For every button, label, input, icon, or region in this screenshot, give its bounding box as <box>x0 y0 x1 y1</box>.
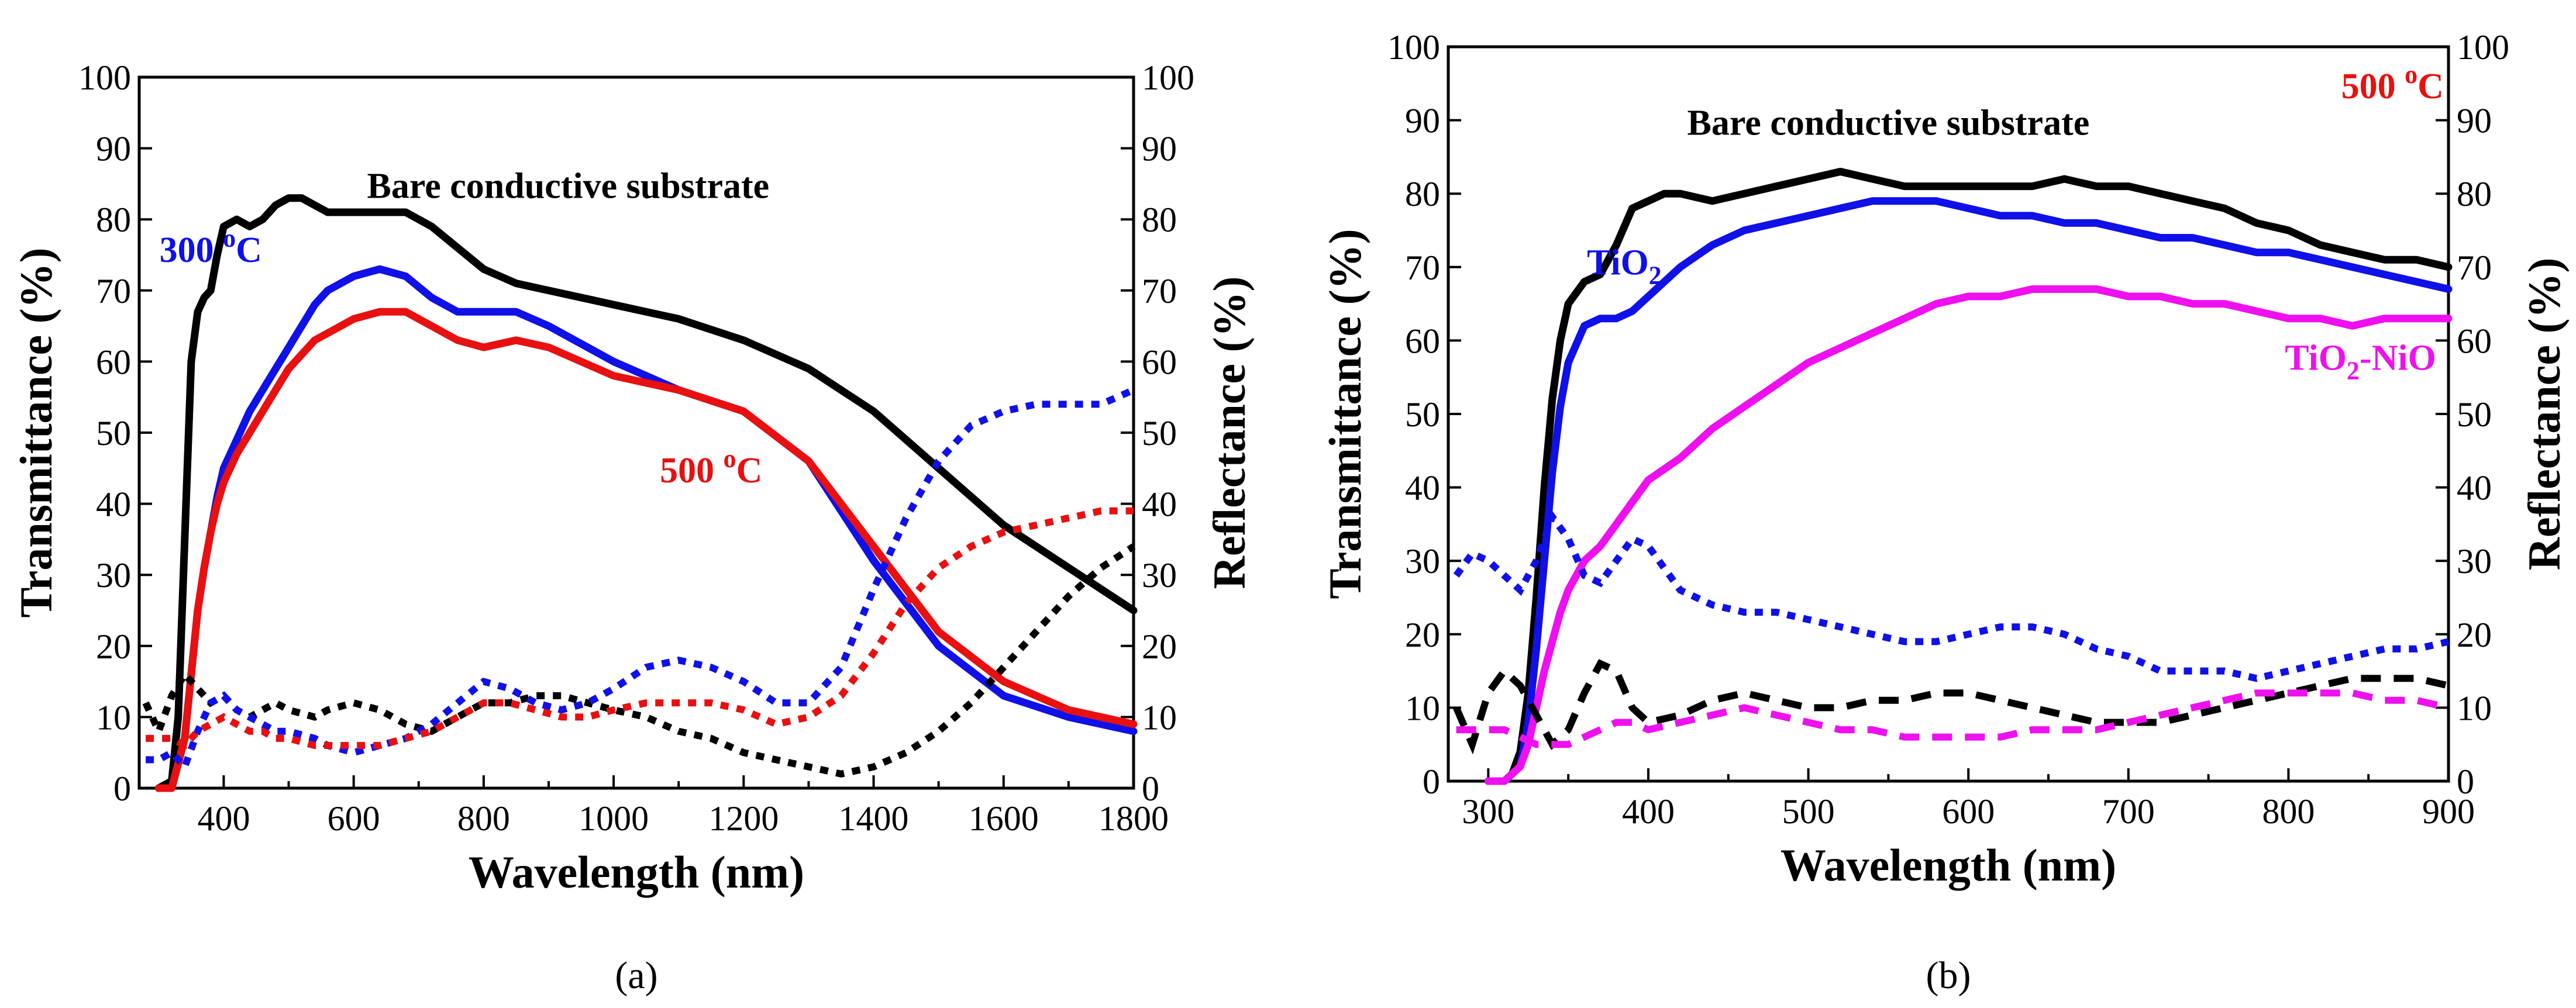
y-tick-label-b-2: 20 <box>1405 616 1440 654</box>
chart-panel-a: 400 600 800 1000 1200 1400 1600 180001020304050… <box>11 58 1255 997</box>
y-tick-label-a-10: 100 <box>78 58 131 97</box>
series-line-a-0 <box>154 194 1138 792</box>
x-tick-label-b-5: 800 <box>2262 792 2315 831</box>
series-line-a-5 <box>146 507 1134 750</box>
series-line-b-3 <box>1453 509 2450 682</box>
y2-tick-label-a-9: 90 <box>1142 130 1177 168</box>
annotation-a-0: Bare conductive substrate <box>367 167 769 206</box>
x-tick-label-a-6: 1600 <box>969 799 1039 838</box>
y2-axis-title-a: Reflectance (%) <box>1204 277 1255 589</box>
y2-tick-label-a-1: 10 <box>1142 698 1177 737</box>
y-tick-label-a-5: 50 <box>96 414 131 453</box>
y2-tick-label-a-6: 60 <box>1142 343 1177 381</box>
annotation-b-2: TiO2 <box>1587 243 1662 289</box>
y-tick-label-a-1: 10 <box>96 698 131 737</box>
y2-tick-label-b-0: 0 <box>2457 762 2474 801</box>
y-tick-label-b-9: 90 <box>1405 102 1440 140</box>
ticks-a: 400 600 800 1000 1200 1400 1600 180001020304050… <box>78 58 1194 838</box>
y-tick-label-b-10: 100 <box>1387 28 1440 67</box>
series-line-a-3 <box>142 543 1136 778</box>
y2-tick-label-a-7: 70 <box>1142 272 1177 310</box>
annotation-a-1: 300 oC <box>160 224 262 270</box>
panel-label-b: (b) <box>1926 954 1971 997</box>
chart-panel-b: 300 400 500 600 700 800 9000102030405060708090… <box>1320 28 2570 997</box>
x-tick-label-a-5: 1400 <box>839 799 909 838</box>
y-tick-label-a-9: 90 <box>96 130 131 168</box>
y2-tick-label-a-0: 0 <box>1142 769 1159 808</box>
y2-tick-label-a-4: 40 <box>1142 485 1177 524</box>
annotations-a: Bare conductive substrate 300 oC 500 oC <box>160 167 770 491</box>
y-tick-label-b-3: 30 <box>1405 542 1440 581</box>
y2-tick-label-a-2: 20 <box>1142 627 1177 666</box>
x-tick-label-b-1: 400 <box>1622 792 1675 831</box>
y-tick-label-b-0: 0 <box>1423 762 1440 801</box>
y-tick-label-a-8: 80 <box>96 201 131 239</box>
y2-tick-label-b-2: 20 <box>2457 616 2492 654</box>
y-tick-label-b-4: 40 <box>1405 469 1440 508</box>
y2-tick-label-b-7: 70 <box>2457 248 2492 287</box>
x-axis-title-b: Wavelength (nm) <box>1781 840 2116 890</box>
y2-tick-label-b-10: 100 <box>2457 28 2509 67</box>
y-tick-label-a-2: 20 <box>96 627 131 666</box>
series-line-a-2 <box>154 308 1138 792</box>
x-tick-label-a-1: 600 <box>328 799 380 838</box>
y-tick-label-b-8: 80 <box>1405 175 1440 213</box>
y-tick-label-b-7: 70 <box>1405 248 1440 287</box>
y2-tick-label-a-5: 50 <box>1142 414 1177 453</box>
y-tick-label-a-4: 40 <box>96 485 131 524</box>
x-tick-label-b-3: 600 <box>1942 792 1995 831</box>
x-tick-label-b-0: 300 <box>1462 792 1514 831</box>
y-tick-label-b-6: 60 <box>1405 322 1440 360</box>
y-tick-label-b-5: 50 <box>1405 395 1440 434</box>
y-axis-title-a: Transmittance (%) <box>11 247 61 617</box>
annotation-a-2: 500 oC <box>660 444 762 491</box>
y2-axis-title-b: Reflectance (%) <box>2519 258 2570 571</box>
series-group-b <box>1453 168 2453 785</box>
y2-tick-label-b-8: 80 <box>2457 175 2492 213</box>
y-axis-title-b: Transmittance (%) <box>1320 229 1370 599</box>
x-axis-title-a: Wavelength (nm) <box>469 847 804 897</box>
series-line-b-1 <box>1484 197 2453 785</box>
x-tick-label-a-7: 1800 <box>1098 799 1169 838</box>
y2-tick-label-b-6: 60 <box>2457 322 2492 360</box>
x-tick-label-b-6: 900 <box>2422 792 2475 831</box>
y-tick-label-a-0: 0 <box>113 769 131 808</box>
x-tick-label-a-2: 800 <box>457 799 510 838</box>
x-tick-label-b-4: 700 <box>2102 792 2155 831</box>
y2-tick-label-b-1: 10 <box>2457 689 2492 727</box>
y-tick-label-a-3: 30 <box>96 556 131 595</box>
y2-tick-label-a-3: 30 <box>1142 556 1177 595</box>
x-tick-label-a-4: 1200 <box>708 799 779 838</box>
x-tick-label-a-0: 400 <box>197 799 250 838</box>
x-tick-label-b-2: 500 <box>1782 792 1835 831</box>
y-tick-label-a-7: 70 <box>96 272 131 310</box>
y-tick-label-b-1: 10 <box>1405 689 1440 727</box>
series-line-b-0 <box>1484 168 2453 785</box>
series-line-b-2 <box>1484 285 2453 785</box>
y2-tick-label-b-9: 90 <box>2457 102 2492 140</box>
y-tick-label-a-6: 60 <box>96 343 131 381</box>
y2-tick-label-b-4: 40 <box>2457 469 2492 508</box>
series-group-a <box>142 194 1138 792</box>
annotation-b-1: 500 oC <box>2341 60 2444 106</box>
y2-tick-label-a-10: 100 <box>1142 58 1194 97</box>
panel-label-a: (a) <box>615 954 657 997</box>
annotations-b: Bare conductive substrate 500 oC TiO2 TiO2-… <box>1587 60 2444 385</box>
ticks-b: 300 400 500 600 700 800 9000102030405060708090… <box>1387 28 2509 831</box>
y2-tick-label-b-5: 50 <box>2457 395 2492 434</box>
annotation-b-3: TiO2-NiO <box>2285 339 2436 385</box>
annotation-b-0: Bare conductive substrate <box>1688 103 2090 143</box>
x-tick-label-a-3: 1000 <box>578 799 649 838</box>
series-line-b-5 <box>1456 689 2450 748</box>
y2-tick-label-b-3: 30 <box>2457 542 2492 581</box>
y2-tick-label-a-8: 80 <box>1142 201 1177 239</box>
